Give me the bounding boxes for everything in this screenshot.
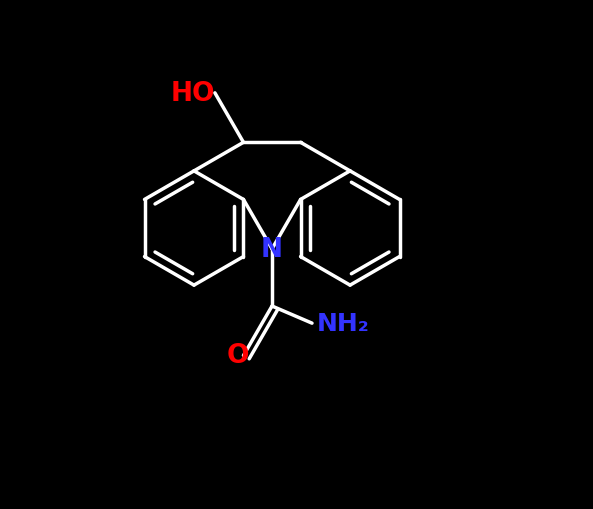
Text: NH₂: NH₂ xyxy=(317,312,370,335)
Text: O: O xyxy=(227,343,250,369)
Text: N: N xyxy=(261,237,283,262)
Text: HO: HO xyxy=(170,81,215,107)
